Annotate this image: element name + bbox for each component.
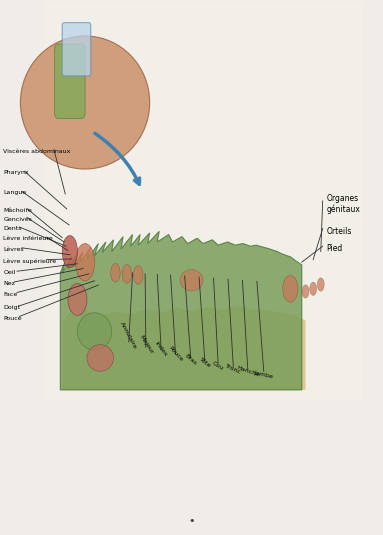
Text: Lèvre inférieure: Lèvre inférieure bbox=[3, 236, 53, 241]
FancyBboxPatch shape bbox=[62, 22, 91, 76]
Text: Jambe: Jambe bbox=[254, 370, 274, 379]
Text: Pouce: Pouce bbox=[3, 316, 22, 320]
Ellipse shape bbox=[134, 266, 143, 284]
Ellipse shape bbox=[75, 243, 95, 281]
Ellipse shape bbox=[20, 36, 150, 169]
Text: Tronc: Tronc bbox=[224, 363, 242, 375]
Text: Orteils: Orteils bbox=[326, 227, 352, 236]
Text: Tête: Tête bbox=[198, 357, 211, 369]
Text: Pied: Pied bbox=[326, 244, 343, 254]
Ellipse shape bbox=[318, 278, 324, 291]
Text: Index: Index bbox=[154, 341, 168, 358]
Ellipse shape bbox=[111, 264, 120, 282]
Text: Majeur: Majeur bbox=[138, 334, 154, 355]
Text: Annulaire: Annulaire bbox=[119, 321, 138, 350]
FancyBboxPatch shape bbox=[55, 44, 85, 118]
Ellipse shape bbox=[62, 235, 77, 268]
Ellipse shape bbox=[87, 345, 113, 371]
Text: Viscères abdominaux: Viscères abdominaux bbox=[3, 149, 71, 154]
Ellipse shape bbox=[122, 265, 132, 283]
Text: Lèvres: Lèvres bbox=[3, 247, 24, 252]
FancyBboxPatch shape bbox=[43, 2, 363, 401]
Text: Cou: Cou bbox=[211, 361, 225, 371]
Polygon shape bbox=[61, 231, 302, 390]
Ellipse shape bbox=[302, 285, 309, 298]
Text: Gencives: Gencives bbox=[3, 217, 32, 221]
Ellipse shape bbox=[77, 313, 112, 350]
Text: Dents: Dents bbox=[3, 226, 22, 231]
Text: Pharynx: Pharynx bbox=[3, 170, 29, 175]
Text: Oeil: Oeil bbox=[3, 270, 16, 276]
Ellipse shape bbox=[283, 276, 298, 302]
Text: Hanche: Hanche bbox=[236, 365, 260, 378]
Text: •: • bbox=[188, 516, 195, 525]
Text: Lèvre supérieure: Lèvre supérieure bbox=[3, 258, 56, 264]
Text: Bras: Bras bbox=[184, 353, 198, 366]
Ellipse shape bbox=[68, 284, 87, 316]
Text: Doigt: Doigt bbox=[3, 305, 20, 310]
Text: Nez: Nez bbox=[3, 281, 15, 286]
Text: Mâchoire: Mâchoire bbox=[3, 208, 32, 212]
Polygon shape bbox=[62, 306, 306, 390]
Ellipse shape bbox=[180, 270, 203, 291]
Text: Organes
génitaux: Organes génitaux bbox=[326, 194, 360, 213]
Text: Langue: Langue bbox=[3, 190, 26, 195]
Text: Pouce: Pouce bbox=[167, 345, 183, 362]
Text: Face: Face bbox=[3, 292, 18, 296]
Ellipse shape bbox=[310, 282, 317, 295]
